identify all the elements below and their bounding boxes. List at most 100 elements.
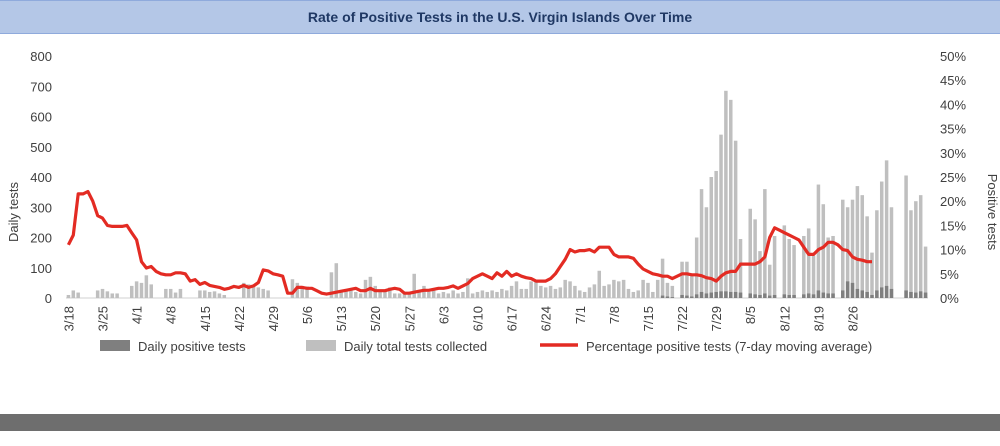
x-tick-label: 6/24 xyxy=(539,306,554,331)
bar-positive-tests xyxy=(758,294,762,298)
bar-positive-tests xyxy=(704,293,709,298)
bar-total-tests xyxy=(923,246,928,298)
bar-positive-tests xyxy=(923,292,928,298)
bar-total-tests xyxy=(636,290,640,298)
bar-total-tests xyxy=(290,279,295,298)
bar-total-tests xyxy=(787,239,791,298)
bar-total-tests xyxy=(914,201,918,298)
bar-total-tests xyxy=(500,288,504,298)
bar-total-tests xyxy=(875,210,879,298)
bar-positive-tests xyxy=(709,292,714,298)
bar-total-tests xyxy=(884,160,889,298)
bar-total-tests xyxy=(295,282,300,298)
bar-total-tests xyxy=(860,195,865,298)
bar-total-tests xyxy=(553,288,558,298)
bar-total-tests xyxy=(719,134,723,298)
bar-positive-tests xyxy=(670,297,675,298)
bar-total-tests xyxy=(641,279,645,298)
legend-label: Percentage positive tests (7-day moving … xyxy=(586,339,872,354)
bar-total-tests xyxy=(412,273,416,298)
bar-total-tests xyxy=(690,273,694,298)
bar-total-tests xyxy=(782,225,787,298)
bar-positive-tests xyxy=(904,290,908,298)
bar-positive-tests xyxy=(748,293,752,298)
x-tick-label: 4/22 xyxy=(232,306,247,331)
bar-total-tests xyxy=(519,288,524,298)
bar-total-tests xyxy=(563,279,567,298)
x-tick-label: 4/15 xyxy=(198,306,213,331)
bar-total-tests xyxy=(178,288,183,298)
bar-total-tests xyxy=(904,175,908,298)
bar-total-tests xyxy=(870,252,874,298)
bar-total-tests xyxy=(129,285,134,298)
bar-total-tests xyxy=(334,263,339,298)
series-line xyxy=(66,189,872,296)
bar-positive-tests xyxy=(680,294,684,298)
bar-total-tests xyxy=(514,281,519,298)
bar-positive-tests xyxy=(870,294,874,298)
bar-positive-tests xyxy=(782,294,787,298)
y-right-tick-label: 40% xyxy=(940,97,966,112)
bar-total-tests xyxy=(358,293,363,298)
bar-positive-tests xyxy=(841,290,845,298)
bar-total-tests xyxy=(806,228,811,298)
bar-total-tests xyxy=(354,291,358,298)
bar-positive-tests xyxy=(879,287,884,298)
y-right-tick-label: 15% xyxy=(940,218,966,233)
bar-total-tests xyxy=(524,288,528,298)
bar-positive-tests xyxy=(665,296,670,298)
legend: Daily positive tests Daily total tests co… xyxy=(100,339,872,354)
x-tick-label: 8/26 xyxy=(846,306,861,331)
x-tick-label: 7/29 xyxy=(709,306,724,331)
bar-total-tests xyxy=(339,290,343,298)
bar-total-tests xyxy=(709,177,714,298)
bar-positive-tests xyxy=(884,285,889,298)
bar-total-tests xyxy=(548,285,553,298)
bar-positive-tests xyxy=(714,291,718,298)
footer-strip xyxy=(0,431,1000,446)
bar-total-tests xyxy=(865,216,869,298)
bar-total-tests xyxy=(568,281,572,298)
bar-total-tests xyxy=(417,291,421,298)
x-tick-label: 5/27 xyxy=(402,306,417,331)
bar-total-tests xyxy=(451,290,455,298)
chart-title: Rate of Positive Tests in the U.S. Virgi… xyxy=(307,9,693,25)
bar-total-tests xyxy=(392,293,397,298)
x-tick-label: 3/25 xyxy=(96,306,111,331)
bar-total-tests xyxy=(602,285,606,298)
bar-total-tests xyxy=(441,291,446,298)
bar-total-tests xyxy=(826,237,830,298)
bar-total-tests xyxy=(222,294,227,298)
bar-total-tests xyxy=(699,189,704,298)
bar-total-tests xyxy=(646,282,650,298)
bar-total-tests xyxy=(329,272,334,298)
bar-total-tests xyxy=(626,288,631,298)
bar-positive-tests xyxy=(850,282,855,298)
bar-total-tests xyxy=(821,204,826,298)
bar-total-tests xyxy=(597,270,602,298)
bar-positive-tests xyxy=(729,291,733,298)
line-percent-positive xyxy=(66,189,872,296)
chart: 0 100 200 300 400 500 600 700 800 0% 5% 10% 15% 20% 2… xyxy=(6,49,1000,354)
bar-positive-tests xyxy=(845,281,850,298)
bar-total-tests xyxy=(655,279,660,298)
x-tick-label: 6/3 xyxy=(436,306,451,324)
x-tick-label: 5/13 xyxy=(334,306,349,331)
bar-total-tests xyxy=(456,293,460,298)
bar-total-tests xyxy=(261,288,265,298)
bar-positive-tests xyxy=(802,294,806,298)
bar-total-tests xyxy=(212,291,217,298)
bar-total-tests xyxy=(670,285,675,298)
bar-total-tests xyxy=(651,291,655,298)
bar-positive-tests xyxy=(690,296,694,298)
y-left-tick-label: 0 xyxy=(45,291,52,306)
bar-total-tests xyxy=(607,284,611,298)
bar-positive-tests xyxy=(889,288,894,298)
bar-total-tests xyxy=(504,290,509,298)
bar-total-tests xyxy=(446,293,451,298)
bar-total-tests xyxy=(534,279,538,298)
bar-total-tests xyxy=(173,292,178,298)
legend-item: Percentage positive tests (7-day moving … xyxy=(540,339,872,354)
bar-positive-tests xyxy=(875,290,879,298)
bar-total-tests xyxy=(831,235,835,298)
